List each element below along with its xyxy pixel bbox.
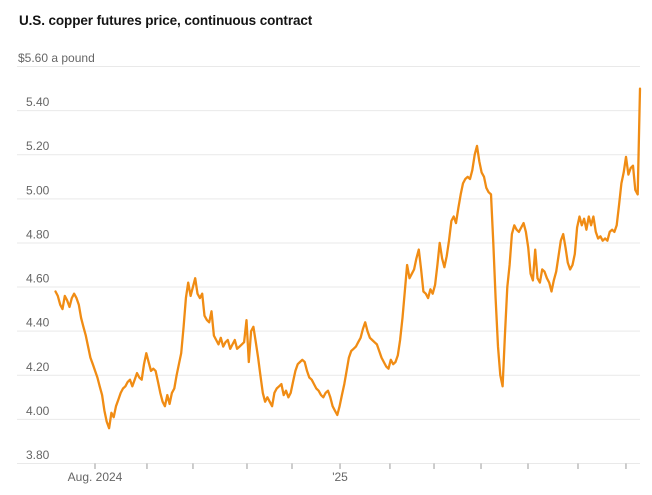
y-tick-label: 4.60 [26, 272, 50, 286]
y-tick-label: 5.00 [26, 183, 50, 197]
price-line [54, 87, 642, 430]
y-tick-label: 5.20 [26, 139, 50, 153]
y-tick-label: 3.80 [26, 448, 50, 462]
y-tick-label: 4.00 [26, 404, 50, 418]
y-tick-label: 4.40 [26, 316, 50, 330]
y-tick-label: 4.20 [26, 360, 50, 374]
y-tick-label: 4.80 [26, 227, 50, 241]
chart-title: U.S. copper futures price, continuous co… [19, 13, 313, 28]
x-tick-label: Aug. 2024 [68, 470, 123, 484]
y-tick-label: 5.40 [26, 95, 50, 109]
y-tick-label: $5.60 a pound [18, 51, 95, 65]
x-tick-label: '25 [332, 470, 348, 484]
